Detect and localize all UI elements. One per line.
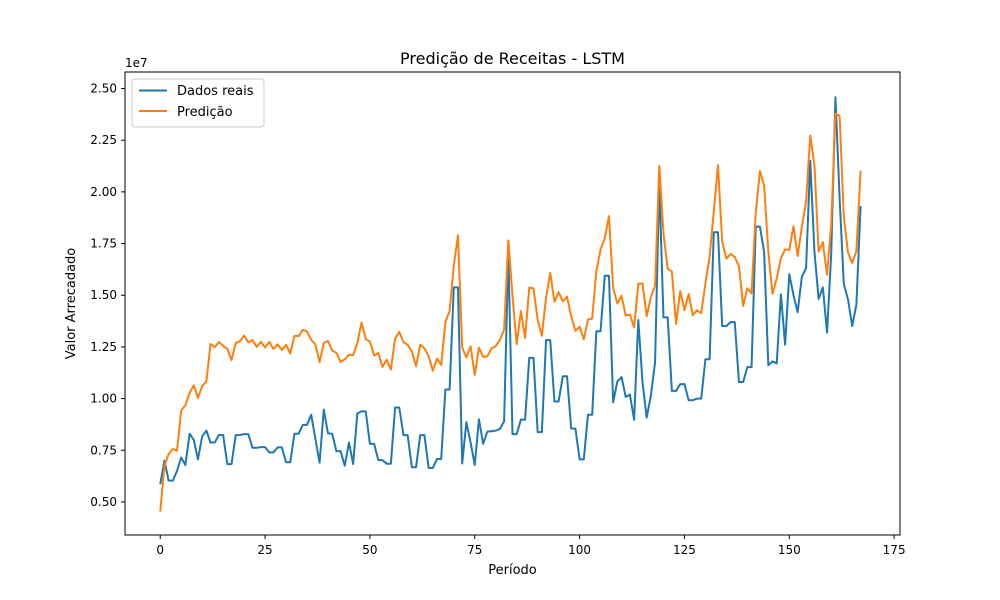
x-tick-label: 100	[568, 543, 591, 557]
y-axis-label: Valor Arrecadado	[64, 248, 79, 360]
y-tick-label: 1.75	[90, 237, 117, 251]
legend-label-dados-reais: Dados reais	[177, 84, 254, 99]
chart-title: Predição de Receitas - LSTM	[400, 49, 625, 68]
y-tick-label: 0.75	[90, 443, 117, 457]
x-tick-label: 175	[883, 543, 906, 557]
x-axis-label: Período	[488, 563, 537, 578]
y-axis-multiplier: 1e7	[125, 56, 148, 70]
x-tick-label: 50	[362, 543, 377, 557]
x-tick-label: 150	[778, 543, 801, 557]
x-tick-label: 125	[673, 543, 696, 557]
y-axis-ticks: 0.50 0.75 1.00 1.25 1.50 1.75 2.00 2.25 2.50	[90, 82, 125, 509]
plot-frame	[124, 71, 901, 536]
x-tick-label: 75	[467, 543, 482, 557]
legend-label-predicao: Predição	[177, 105, 233, 120]
series-line-0	[159, 96, 862, 485]
x-tick-label: 0	[156, 543, 164, 557]
series-layer	[159, 96, 862, 512]
y-tick-label: 2.25	[90, 133, 117, 147]
series-line-1	[159, 112, 862, 512]
y-tick-label: 1.00	[90, 392, 117, 406]
y-tick-label: 0.50	[90, 495, 117, 509]
y-tick-label: 1.25	[90, 340, 117, 354]
x-axis-ticks: 0 25 50 75 100 125 150 175	[156, 535, 906, 557]
y-tick-label: 2.50	[90, 82, 117, 96]
x-tick-label: 25	[257, 543, 272, 557]
y-tick-label: 2.00	[90, 185, 117, 199]
legend: Dados reais Predição	[131, 78, 265, 128]
y-tick-label: 1.50	[90, 288, 117, 302]
